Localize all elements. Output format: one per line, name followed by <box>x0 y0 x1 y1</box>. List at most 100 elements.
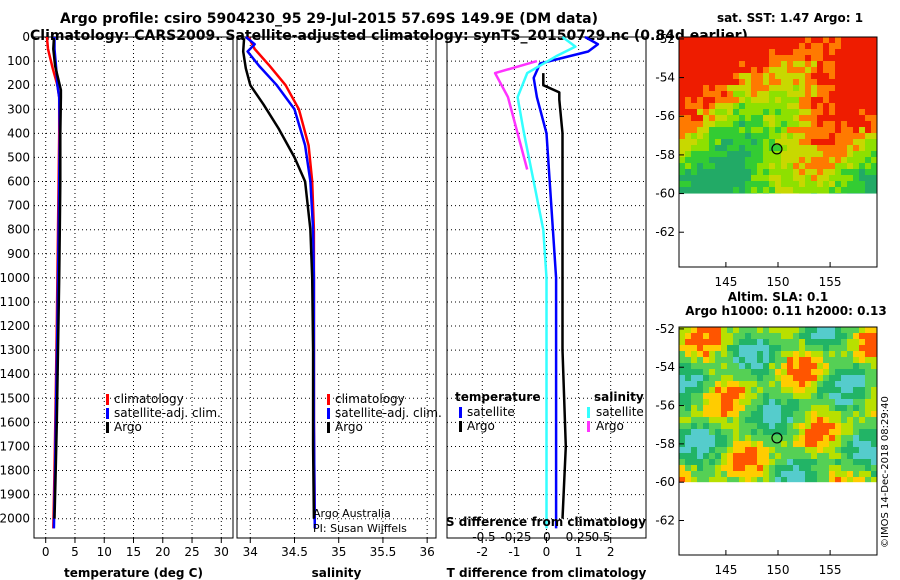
map-cell <box>679 145 685 151</box>
map-cell <box>703 381 709 387</box>
map-x-tick-label: 150 <box>767 275 790 289</box>
map-cell <box>823 103 829 109</box>
map-cell <box>679 459 685 465</box>
map-cell <box>679 471 685 477</box>
map-cell <box>841 187 847 193</box>
map-cell <box>715 193 721 194</box>
map-cell <box>697 441 703 447</box>
map-cell <box>793 91 799 97</box>
map-cell <box>805 61 811 67</box>
map-cell <box>715 49 721 55</box>
map-cell <box>703 333 709 339</box>
map-cell <box>691 435 697 441</box>
map-cell <box>805 109 811 115</box>
map-cell <box>787 369 793 375</box>
map-cell <box>679 477 685 483</box>
map-cell <box>721 37 727 43</box>
map-cell <box>745 103 751 109</box>
legend-label-argo: Argo <box>114 420 142 434</box>
map-cell <box>847 339 853 345</box>
map-cell <box>733 157 739 163</box>
map-cell <box>775 139 781 145</box>
argo-australia-credit: Argo Australia <box>313 507 391 520</box>
map-cell <box>859 49 865 55</box>
map-cell <box>781 327 787 333</box>
map-cell <box>823 163 829 169</box>
map-cell <box>781 381 787 387</box>
map-cell <box>763 399 769 405</box>
map-cell <box>871 97 877 103</box>
map-cell <box>841 43 847 49</box>
map-cell <box>715 139 721 145</box>
map-cell <box>691 115 697 121</box>
map-cell <box>745 145 751 151</box>
y-tick-label: 1700 <box>0 439 30 453</box>
map-cell <box>817 103 823 109</box>
map-cell <box>775 399 781 405</box>
map-cell <box>841 67 847 73</box>
map-cell <box>733 139 739 145</box>
map-cell <box>817 115 823 121</box>
map-cell <box>763 441 769 447</box>
map-cell <box>757 339 763 345</box>
map-cell <box>817 441 823 447</box>
map-cell <box>739 387 745 393</box>
legend-salinity-title: salinity <box>594 390 644 404</box>
map-cell <box>781 103 787 109</box>
map-cell <box>811 127 817 133</box>
x-tick-label: 0 <box>42 545 50 559</box>
map-cell <box>709 351 715 357</box>
map-cell <box>847 471 853 477</box>
map-cell <box>727 393 733 399</box>
map-cell <box>859 417 865 423</box>
map-cell <box>817 351 823 357</box>
map-cell <box>769 333 775 339</box>
map-cell <box>781 127 787 133</box>
map-cell <box>805 175 811 181</box>
map-cell <box>709 417 715 423</box>
map-cell <box>757 327 763 333</box>
map-cell <box>871 393 877 399</box>
x-tick-label: 1 <box>575 545 583 559</box>
map-cell <box>805 399 811 405</box>
x-tick-label: 30 <box>214 545 229 559</box>
map-cell <box>793 55 799 61</box>
map-cell <box>859 73 865 79</box>
map-cell <box>685 351 691 357</box>
map-cell <box>871 417 877 423</box>
map-cell <box>859 181 865 187</box>
x-tick-label: 35.5 <box>370 545 397 559</box>
map-cell <box>727 103 733 109</box>
map-cell <box>757 85 763 91</box>
map-cell <box>709 369 715 375</box>
map-cell <box>865 399 871 405</box>
map-cell <box>805 387 811 393</box>
map-cell <box>697 375 703 381</box>
map-cell <box>709 115 715 121</box>
map-cell <box>745 369 751 375</box>
map-cell <box>817 387 823 393</box>
map-cell <box>847 163 853 169</box>
map-cell <box>871 447 877 453</box>
map-cell <box>847 423 853 429</box>
map-cell <box>793 127 799 133</box>
map-cell <box>733 97 739 103</box>
map-cell <box>733 369 739 375</box>
map-cell <box>811 79 817 85</box>
map-cell <box>727 453 733 459</box>
map-cell <box>703 97 709 103</box>
map-cell <box>703 429 709 435</box>
map-cell <box>679 363 685 369</box>
map-cell <box>751 459 757 465</box>
map-cell <box>691 133 697 139</box>
map-cell <box>691 85 697 91</box>
map-x-tick-label: 155 <box>819 563 842 577</box>
map-cell <box>799 91 805 97</box>
map-cell <box>745 97 751 103</box>
map-cell <box>775 417 781 423</box>
map-cell <box>805 91 811 97</box>
map-cell <box>721 387 727 393</box>
map-cell <box>835 423 841 429</box>
map-cell <box>727 163 733 169</box>
map-cell <box>709 43 715 49</box>
